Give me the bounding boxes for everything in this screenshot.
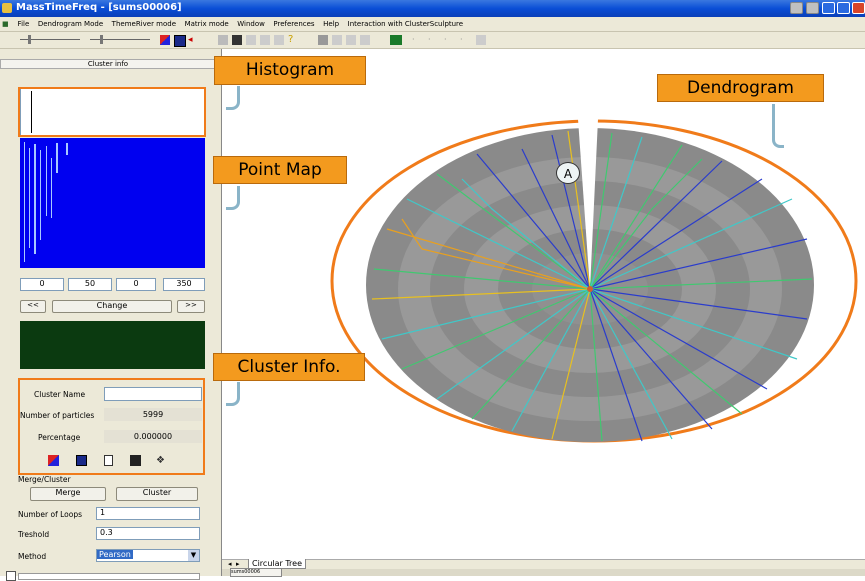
prev-button[interactable]: << <box>20 300 46 313</box>
point-map-callout: Point Map <box>213 156 347 184</box>
minimize-icon[interactable] <box>822 2 835 14</box>
menu-bar: ■ File Dendrogram Mode ThemeRiver mode M… <box>0 17 865 32</box>
loops-field[interactable]: 1 <box>96 507 200 520</box>
dendrogram-root <box>587 286 593 292</box>
range-field-1[interactable]: 0 <box>20 278 64 291</box>
slider-thumb-2[interactable] <box>100 35 103 44</box>
method-select[interactable]: Pearson ▼ <box>96 549 200 562</box>
doc-tab-bar: sums00006 <box>222 569 865 576</box>
filter-icon[interactable] <box>360 35 370 45</box>
range-field-3[interactable]: 0 <box>116 278 156 291</box>
point-map-arrow-icon <box>226 186 240 210</box>
cluster-info-callout: Cluster Info. <box>213 353 365 381</box>
palette-icon[interactable] <box>174 35 186 47</box>
app-icon <box>2 3 12 13</box>
title-bar: MassTimeFreq - [sums00006] <box>0 0 865 17</box>
cluster-info-highlight <box>18 378 205 475</box>
tool-icon-a[interactable] <box>790 2 803 14</box>
view-icon[interactable] <box>390 35 402 45</box>
cluster-info-arrow-icon <box>226 382 240 406</box>
panel-header: Cluster info <box>0 59 216 69</box>
cut-icon[interactable] <box>260 35 270 45</box>
method-label: Method <box>18 552 46 561</box>
toolbar: ◂ ? · · · · <box>0 32 865 49</box>
range-field-2[interactable]: 50 <box>68 278 112 291</box>
menu-help[interactable]: Help <box>320 17 342 31</box>
loops-label: Number of Loops <box>18 510 82 519</box>
tab-scroll-left-icon[interactable]: ◂ <box>228 560 232 568</box>
threshold-field[interactable]: 0.3 <box>96 527 200 540</box>
menu-file[interactable]: File <box>15 17 33 31</box>
threshold-label: Treshold <box>18 530 49 539</box>
maximize-icon[interactable] <box>837 2 850 14</box>
range-field-4[interactable]: 350 <box>163 278 205 291</box>
marker-a: A <box>556 162 580 184</box>
cluster-view[interactable] <box>20 321 205 369</box>
menu-themeriver-mode[interactable]: ThemeRiver mode <box>109 17 179 31</box>
close-icon[interactable] <box>852 2 865 14</box>
dendrogram-callout: Dendrogram <box>657 74 824 102</box>
menu-preferences[interactable]: Preferences <box>270 17 317 31</box>
layout-icon[interactable] <box>476 35 486 45</box>
tool-icon-b[interactable] <box>806 2 819 14</box>
point-map-points <box>20 138 205 268</box>
merge-group-label: Merge/Cluster <box>18 475 71 484</box>
tab-scroll-right-icon[interactable]: ▸ <box>236 560 240 568</box>
copy-icon[interactable] <box>274 35 284 45</box>
merge-button[interactable]: Merge <box>30 487 106 501</box>
histogram-highlight <box>18 87 206 137</box>
menu-interaction[interactable]: Interaction with ClusterSculpture <box>345 17 466 31</box>
menu-matrix-mode[interactable]: Matrix mode <box>182 17 232 31</box>
slider-thumb-1[interactable] <box>28 35 31 44</box>
histogram-callout: Histogram <box>214 56 366 85</box>
menu-dendrogram-mode[interactable]: Dendrogram Mode <box>35 17 106 31</box>
cluster-button[interactable]: Cluster <box>116 487 198 501</box>
option-slider[interactable] <box>18 573 200 580</box>
point-map-view[interactable] <box>20 138 205 268</box>
document-icon[interactable]: ■ <box>0 17 12 31</box>
grid-icon[interactable] <box>318 35 328 45</box>
option-checkbox[interactable] <box>6 571 16 581</box>
histogram-arrow-icon <box>226 86 240 110</box>
menu-window[interactable]: Window <box>234 17 268 31</box>
chevron-down-icon[interactable]: ▼ <box>188 550 199 561</box>
arrow-icon[interactable]: ◂ <box>188 35 198 45</box>
method-selected: Pearson <box>97 550 133 559</box>
dendrogram-arrow-icon <box>772 104 784 148</box>
change-button[interactable]: Change <box>52 300 172 313</box>
save-icon[interactable] <box>232 35 242 45</box>
rotate-icon[interactable] <box>346 35 356 45</box>
play-icon[interactable]: · <box>444 35 454 45</box>
color-icon[interactable] <box>160 35 170 45</box>
print-icon[interactable] <box>246 35 256 45</box>
new-icon[interactable] <box>218 35 228 45</box>
help-icon[interactable]: ? <box>288 35 298 45</box>
dendrogram-view[interactable]: A <box>222 49 865 559</box>
rewind-icon[interactable]: · <box>412 35 422 45</box>
dendrogram-svg <box>222 49 865 559</box>
forward-icon[interactable]: · <box>460 35 470 45</box>
window-title: MassTimeFreq - [sums00006] <box>16 2 182 13</box>
zoom-icon[interactable] <box>332 35 342 45</box>
next-button[interactable]: >> <box>177 300 205 313</box>
slider-track-2[interactable] <box>90 39 150 40</box>
back-icon[interactable]: · <box>428 35 438 45</box>
